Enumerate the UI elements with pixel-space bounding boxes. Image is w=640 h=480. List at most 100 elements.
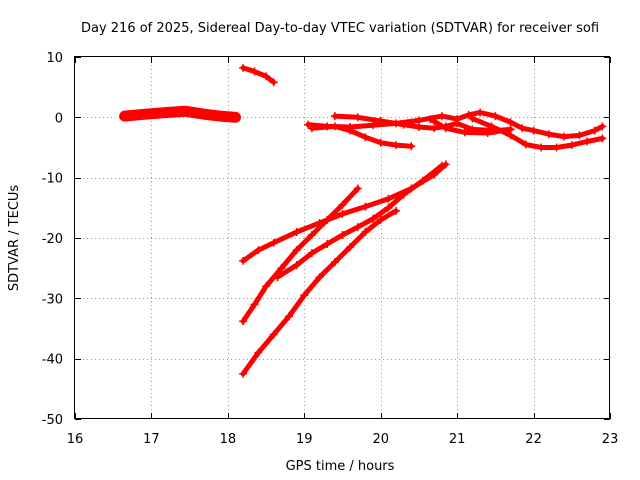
data-point xyxy=(292,261,301,270)
data-point xyxy=(583,137,592,146)
data-point xyxy=(369,214,378,223)
data-point xyxy=(239,256,248,265)
y-tick-label: -50 xyxy=(42,413,63,428)
data-point xyxy=(330,122,339,131)
data-point xyxy=(353,113,362,122)
data-point xyxy=(139,110,148,119)
data-point xyxy=(369,121,378,130)
data-point xyxy=(307,124,316,133)
data-point xyxy=(491,112,500,121)
data-point xyxy=(544,130,553,139)
series-track-8 xyxy=(307,122,416,151)
y-tick-label: -40 xyxy=(42,353,63,368)
data-point xyxy=(506,118,515,127)
data-point xyxy=(231,113,240,122)
data-point xyxy=(598,122,607,131)
data-point xyxy=(277,264,286,273)
data-point xyxy=(254,246,263,255)
data-point xyxy=(323,215,332,224)
series-track-1 xyxy=(119,105,241,123)
data-point xyxy=(487,122,496,131)
data-point xyxy=(506,125,515,134)
data-point xyxy=(216,112,225,121)
x-tick-label: 23 xyxy=(602,432,619,447)
data-point xyxy=(307,249,316,258)
data-point xyxy=(304,120,313,129)
y-axis-label: SDTVAR / TECUs xyxy=(7,185,22,292)
data-point xyxy=(468,114,477,123)
x-tick-label: 21 xyxy=(449,432,466,447)
data-point xyxy=(323,240,332,248)
y-tick-label: 10 xyxy=(46,51,63,66)
data-point xyxy=(254,348,263,357)
data-point xyxy=(426,115,435,124)
data-point xyxy=(418,176,427,185)
series-track-11 xyxy=(426,115,515,137)
data-point xyxy=(353,223,362,232)
chart-title: Day 216 of 2025, Sidereal Day-to-day VTE… xyxy=(81,21,599,36)
data-point xyxy=(376,117,385,125)
data-point xyxy=(262,72,271,81)
data-point xyxy=(384,194,393,203)
data-point xyxy=(590,126,599,135)
axis-ticks: 16 17 18 19 20 21 22 23 10 0 -10 -20 -30 -40 -50 xyxy=(42,51,619,447)
data-point xyxy=(453,119,462,128)
data-point xyxy=(518,124,527,133)
data-point xyxy=(338,209,347,218)
data-point xyxy=(598,134,607,143)
data-point xyxy=(384,203,393,212)
data-point xyxy=(430,124,439,133)
series-line xyxy=(275,163,445,280)
data-point xyxy=(376,138,385,147)
data-point xyxy=(567,141,576,150)
data-point xyxy=(346,126,355,135)
data-point xyxy=(262,282,271,291)
x-tick-label: 18 xyxy=(220,432,237,447)
data-point xyxy=(269,238,278,247)
data-point xyxy=(285,312,293,321)
data-point xyxy=(250,300,259,309)
data-point xyxy=(552,143,561,152)
data-point xyxy=(307,231,316,239)
data-point xyxy=(239,63,248,72)
data-point xyxy=(437,161,446,170)
series-track-4 xyxy=(239,184,362,326)
data-point xyxy=(361,202,370,211)
data-point xyxy=(460,128,469,137)
data-point xyxy=(521,140,530,149)
data-point xyxy=(330,258,339,267)
data-point xyxy=(273,273,282,282)
data-layer xyxy=(119,63,607,378)
y-tick-label: 0 xyxy=(55,111,63,126)
x-tick-label: 22 xyxy=(525,432,542,447)
data-point xyxy=(407,142,416,151)
series-line xyxy=(240,208,399,377)
data-point xyxy=(392,206,400,215)
data-point xyxy=(437,112,446,121)
data-point xyxy=(392,141,400,150)
data-point xyxy=(537,143,546,152)
data-point xyxy=(464,110,473,119)
data-point xyxy=(529,126,538,135)
data-point xyxy=(162,108,171,117)
data-point xyxy=(200,110,209,119)
x-tick-label: 16 xyxy=(67,432,84,447)
data-point xyxy=(483,129,492,137)
y-tick-label: -20 xyxy=(42,232,63,247)
data-point xyxy=(560,132,569,141)
x-tick-label: 17 xyxy=(143,432,160,447)
data-point xyxy=(239,369,248,378)
series-track-5 xyxy=(273,161,446,282)
data-point xyxy=(120,112,129,121)
data-point xyxy=(353,184,362,193)
series-line xyxy=(240,65,277,85)
y-tick-label: -30 xyxy=(42,292,63,307)
data-point xyxy=(269,78,278,87)
x-axis-label: GPS time / hours xyxy=(286,459,395,474)
data-point xyxy=(376,215,385,224)
data-point xyxy=(315,273,324,282)
x-tick-label: 19 xyxy=(296,432,313,447)
x-tick-label: 20 xyxy=(372,432,389,447)
data-point xyxy=(338,231,347,239)
data-point xyxy=(575,131,584,140)
